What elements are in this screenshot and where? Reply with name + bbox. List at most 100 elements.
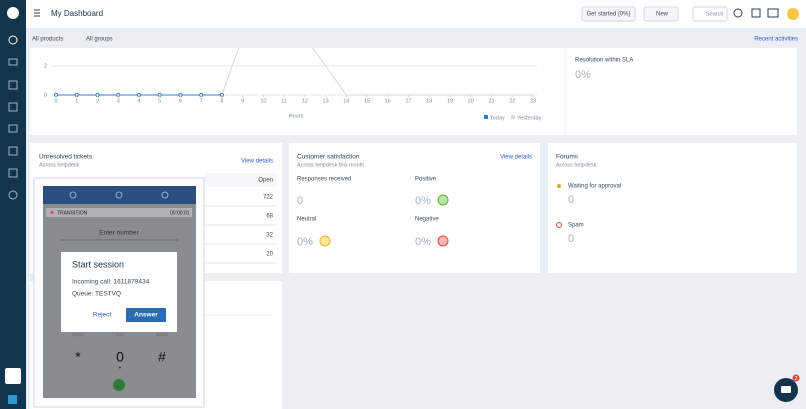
spam-label: Spam xyxy=(568,223,584,229)
unresolved-title: Unresolved tickets xyxy=(39,154,93,161)
x-tick-label: 15 xyxy=(364,98,370,104)
x-tick-label: 10 xyxy=(260,98,266,104)
sla-value: 0% xyxy=(575,69,591,81)
chat-badge-count: 2 xyxy=(795,376,798,382)
x-tick-label: 12 xyxy=(302,98,308,104)
incoming-call: Incoming call: 1611879434 xyxy=(72,279,150,286)
csat-subtitle: Across helpdesk this month xyxy=(297,162,364,168)
nav-icons[interactable] xyxy=(8,35,18,200)
products-filter[interactable]: All products xyxy=(32,37,63,43)
negative-value: 0% xyxy=(415,236,431,248)
neutral-value: 0% xyxy=(297,236,313,248)
x-tick-label: 1 xyxy=(75,98,78,104)
chat-badge xyxy=(792,374,800,382)
avatar[interactable] xyxy=(787,8,799,20)
waiting-label: Waiting for approval xyxy=(568,184,621,190)
x-tick-label: 23 xyxy=(530,98,536,104)
groups-filter[interactable]: All groups xyxy=(86,37,113,43)
waiting-icon xyxy=(557,184,561,188)
phone-tabs xyxy=(43,186,196,204)
negative-icon xyxy=(437,235,449,247)
x-tick-label: 3 xyxy=(117,98,120,104)
recent-activities[interactable]: Recent activities xyxy=(754,37,798,43)
x-tick-label: 19 xyxy=(447,98,453,104)
neutral-label: Neutral xyxy=(297,217,316,223)
phone-tab-icons[interactable] xyxy=(69,191,169,199)
legend-label: Yesterday xyxy=(517,115,542,121)
chat-icon xyxy=(781,386,791,393)
answer-button[interactable] xyxy=(126,308,166,322)
open-count: 722 xyxy=(263,195,274,201)
get-started-button[interactable] xyxy=(581,6,636,22)
view-details[interactable]: View details xyxy=(241,159,273,165)
apps-grid[interactable] xyxy=(8,395,17,404)
open-count: 68 xyxy=(266,214,273,220)
table-header xyxy=(205,173,277,187)
x-tick-label: 16 xyxy=(385,98,391,104)
x-axis-label: Hours xyxy=(289,113,304,119)
view-details[interactable]: View details xyxy=(500,155,532,161)
positive-value: 0% xyxy=(415,195,431,207)
unresolved-subtitle: Across helpdesk xyxy=(39,162,80,168)
legend-swatch xyxy=(511,115,515,119)
answer-label: Answer xyxy=(134,312,158,319)
logo[interactable] xyxy=(7,7,19,19)
menu-icon[interactable] xyxy=(34,9,40,17)
csat-title: Customer satisfaction xyxy=(297,154,360,161)
key-letters: WXYZ xyxy=(156,332,168,337)
x-tick-label: 9 xyxy=(241,98,244,104)
x-tick-label: 13 xyxy=(323,98,329,104)
number-input[interactable]: Enter number xyxy=(99,230,139,237)
y-tick-label: 2 xyxy=(44,63,47,69)
positive-label: Positive xyxy=(415,177,437,183)
header-icons[interactable] xyxy=(733,8,779,18)
trend-card xyxy=(30,48,797,135)
positive-icon xyxy=(437,194,449,206)
open-count: 32 xyxy=(266,233,273,239)
open-header: Open xyxy=(258,178,273,184)
responses-label: Responses received xyxy=(297,177,351,183)
call-button[interactable] xyxy=(113,379,125,391)
spam-value: 0 xyxy=(568,233,574,245)
key-letters: TUV xyxy=(116,332,124,337)
legend-swatch xyxy=(484,115,488,119)
negative-label: Negative xyxy=(415,217,439,223)
key: # xyxy=(158,349,166,365)
top-bar xyxy=(26,0,806,28)
x-tick-label: 4 xyxy=(137,98,140,104)
queue: Queue: TESTVQ xyxy=(72,291,121,298)
status: TRANSITION xyxy=(57,210,88,216)
legend-label: Today xyxy=(490,115,505,121)
waiting-value: 0 xyxy=(568,194,574,206)
key: 0 xyxy=(116,349,124,365)
sla-label: Resolution within SLA xyxy=(575,58,633,64)
key-letters: PQRS xyxy=(72,332,84,337)
page-title: My Dashboard xyxy=(51,9,103,18)
x-tick-label: 14 xyxy=(343,98,349,104)
sidebar xyxy=(0,0,26,409)
search-box[interactable] xyxy=(692,6,728,22)
modal-title: Start session xyxy=(72,259,124,269)
new-button[interactable] xyxy=(643,6,679,22)
open-count: 20 xyxy=(266,252,273,258)
search-placeholder: Search xyxy=(706,11,723,17)
x-tick-label: 17 xyxy=(406,98,412,104)
csat-card xyxy=(289,143,540,273)
get-started-label: Get started (0%) xyxy=(586,12,630,18)
x-tick-label: 11 xyxy=(281,98,287,104)
forums-subtitle: Across helpdesk xyxy=(556,162,597,168)
status-dot xyxy=(50,211,54,214)
y-tick-label: 0 xyxy=(44,92,47,98)
key: * xyxy=(75,349,81,365)
forums-card xyxy=(548,143,797,273)
status-bar xyxy=(46,208,192,217)
phone-app[interactable] xyxy=(5,368,21,384)
spam-icon xyxy=(556,222,562,228)
x-tick-label: 6 xyxy=(179,98,182,104)
x-tick-label: 7 xyxy=(200,98,203,104)
x-tick-label: 22 xyxy=(509,98,515,104)
x-tick-label: 8 xyxy=(220,98,223,104)
x-tick-label: 18 xyxy=(426,98,432,104)
reject-button[interactable]: Reject xyxy=(93,312,112,319)
